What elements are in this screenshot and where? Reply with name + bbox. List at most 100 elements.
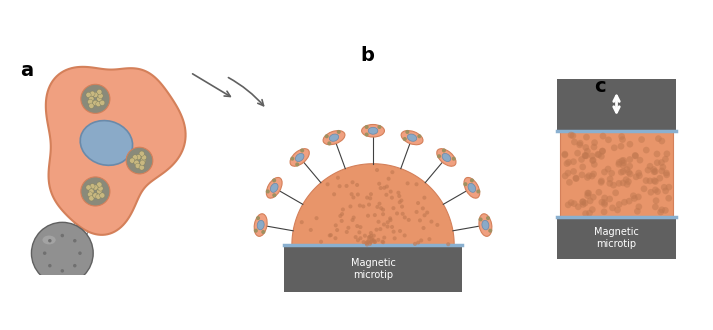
Circle shape: [369, 240, 373, 244]
Circle shape: [427, 237, 431, 241]
Circle shape: [595, 189, 602, 196]
Circle shape: [377, 125, 381, 129]
Circle shape: [364, 133, 369, 137]
Circle shape: [141, 155, 147, 160]
Circle shape: [365, 196, 369, 200]
Circle shape: [386, 220, 390, 224]
Circle shape: [655, 135, 662, 142]
Ellipse shape: [257, 220, 264, 230]
Circle shape: [616, 201, 622, 208]
Circle shape: [340, 212, 344, 216]
Circle shape: [634, 208, 641, 214]
Circle shape: [573, 175, 580, 182]
Circle shape: [93, 185, 98, 190]
Ellipse shape: [401, 131, 423, 145]
Text: b: b: [360, 46, 374, 65]
Circle shape: [665, 184, 672, 190]
Circle shape: [570, 158, 577, 165]
Circle shape: [89, 189, 94, 194]
Circle shape: [381, 240, 384, 244]
Circle shape: [586, 210, 593, 216]
Circle shape: [419, 238, 424, 243]
Circle shape: [349, 204, 352, 209]
Circle shape: [442, 148, 446, 152]
Circle shape: [367, 203, 371, 207]
Circle shape: [93, 193, 98, 198]
Bar: [557, 217, 677, 259]
Circle shape: [591, 139, 598, 146]
Circle shape: [374, 228, 379, 232]
Circle shape: [359, 236, 362, 240]
Circle shape: [88, 99, 93, 105]
Circle shape: [352, 215, 356, 219]
Circle shape: [570, 168, 577, 175]
Circle shape: [96, 101, 101, 107]
Circle shape: [405, 130, 409, 134]
Circle shape: [627, 141, 633, 148]
Circle shape: [626, 198, 632, 205]
Circle shape: [595, 151, 601, 158]
Circle shape: [295, 162, 299, 166]
Circle shape: [658, 207, 665, 213]
Circle shape: [369, 192, 373, 196]
Circle shape: [584, 148, 591, 155]
Ellipse shape: [361, 124, 384, 137]
Circle shape: [256, 216, 260, 220]
Circle shape: [663, 172, 670, 178]
Circle shape: [290, 157, 294, 161]
Circle shape: [609, 205, 616, 211]
Circle shape: [86, 92, 91, 98]
Circle shape: [652, 186, 659, 193]
Circle shape: [662, 187, 669, 194]
Circle shape: [355, 183, 359, 187]
Circle shape: [379, 186, 383, 190]
Circle shape: [589, 173, 595, 180]
Circle shape: [81, 84, 110, 114]
Circle shape: [601, 169, 608, 175]
Circle shape: [334, 236, 337, 240]
Circle shape: [400, 205, 404, 209]
Circle shape: [382, 222, 386, 226]
Circle shape: [364, 125, 369, 129]
Circle shape: [654, 159, 661, 166]
Circle shape: [654, 150, 660, 157]
Circle shape: [391, 206, 396, 210]
Circle shape: [100, 100, 105, 106]
Circle shape: [61, 269, 64, 273]
Ellipse shape: [368, 127, 378, 134]
Circle shape: [361, 240, 366, 244]
Circle shape: [582, 200, 588, 207]
Ellipse shape: [482, 220, 489, 230]
Circle shape: [651, 177, 657, 184]
Circle shape: [406, 181, 410, 185]
Circle shape: [657, 175, 663, 182]
Circle shape: [139, 165, 144, 170]
Circle shape: [488, 229, 492, 233]
Circle shape: [601, 195, 608, 201]
Circle shape: [615, 180, 622, 187]
Circle shape: [366, 240, 369, 244]
Ellipse shape: [254, 214, 267, 236]
Circle shape: [385, 184, 389, 188]
Circle shape: [601, 209, 607, 215]
Circle shape: [391, 230, 396, 234]
Circle shape: [332, 192, 336, 196]
Circle shape: [96, 194, 101, 199]
Circle shape: [661, 184, 667, 191]
Circle shape: [601, 201, 608, 208]
Circle shape: [135, 154, 141, 160]
Circle shape: [369, 237, 374, 241]
Circle shape: [583, 134, 590, 141]
Circle shape: [396, 191, 401, 195]
Circle shape: [590, 171, 597, 177]
Circle shape: [78, 251, 82, 255]
Circle shape: [98, 186, 103, 191]
Ellipse shape: [270, 183, 278, 192]
Circle shape: [97, 189, 102, 194]
Circle shape: [369, 240, 372, 244]
Circle shape: [134, 160, 139, 165]
Circle shape: [89, 103, 94, 108]
Circle shape: [618, 169, 625, 176]
Circle shape: [565, 202, 572, 208]
Circle shape: [642, 177, 650, 184]
